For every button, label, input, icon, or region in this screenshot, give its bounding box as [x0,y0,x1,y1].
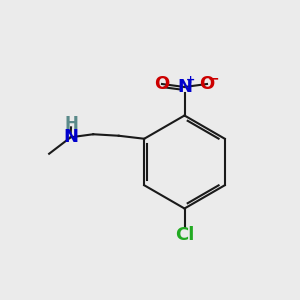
Text: H: H [64,115,78,133]
Text: N: N [63,128,78,146]
Text: +: + [186,75,195,85]
Text: −: − [208,72,219,86]
Text: Cl: Cl [175,226,194,244]
Text: O: O [200,75,214,93]
Text: O: O [154,75,169,93]
Text: N: N [177,78,192,96]
